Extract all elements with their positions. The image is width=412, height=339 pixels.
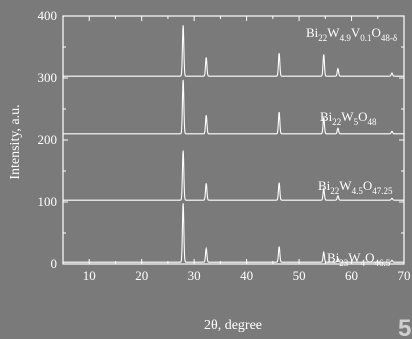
x-tick-label: 60 [345,268,358,283]
y-tick-label: 300 [38,70,58,85]
sample-label: Bi22W4.5O47.25 [318,178,393,196]
x-tick-label: 30 [188,268,201,283]
x-tick-label: 70 [398,268,411,283]
sample-labels: Bi23W4O46.5 Bi22W4.5O47.25 Bi22W5O48 Bi22W4… [306,25,397,268]
x-tick-label: 50 [293,268,306,283]
plot-axes: 10 20 30 40 50 60 70 0 100 200 300 400 [38,8,411,283]
x-tick-label: 10 [83,268,96,283]
diffraction-traces [63,25,404,262]
x-axis-title: 2θ, degree [204,318,262,333]
x-tick-label: 20 [135,268,148,283]
y-tick-label: 100 [38,194,58,209]
x-tick-label: 40 [240,268,253,283]
y-tick-label: 400 [38,8,58,23]
y-tick-label: 0 [51,256,58,271]
sample-label: Bi22W5O48 [320,109,377,127]
plot-frame [63,16,404,264]
y-tick-label: 200 [38,132,58,147]
sample-label: Bi23W4O46.5 [327,250,391,268]
y-axis-title: Intensity, a.u. [8,104,23,179]
corner-mark: 5 [398,315,412,339]
sample-label: Bi22W4.9V0.1O48-δ [306,25,397,43]
